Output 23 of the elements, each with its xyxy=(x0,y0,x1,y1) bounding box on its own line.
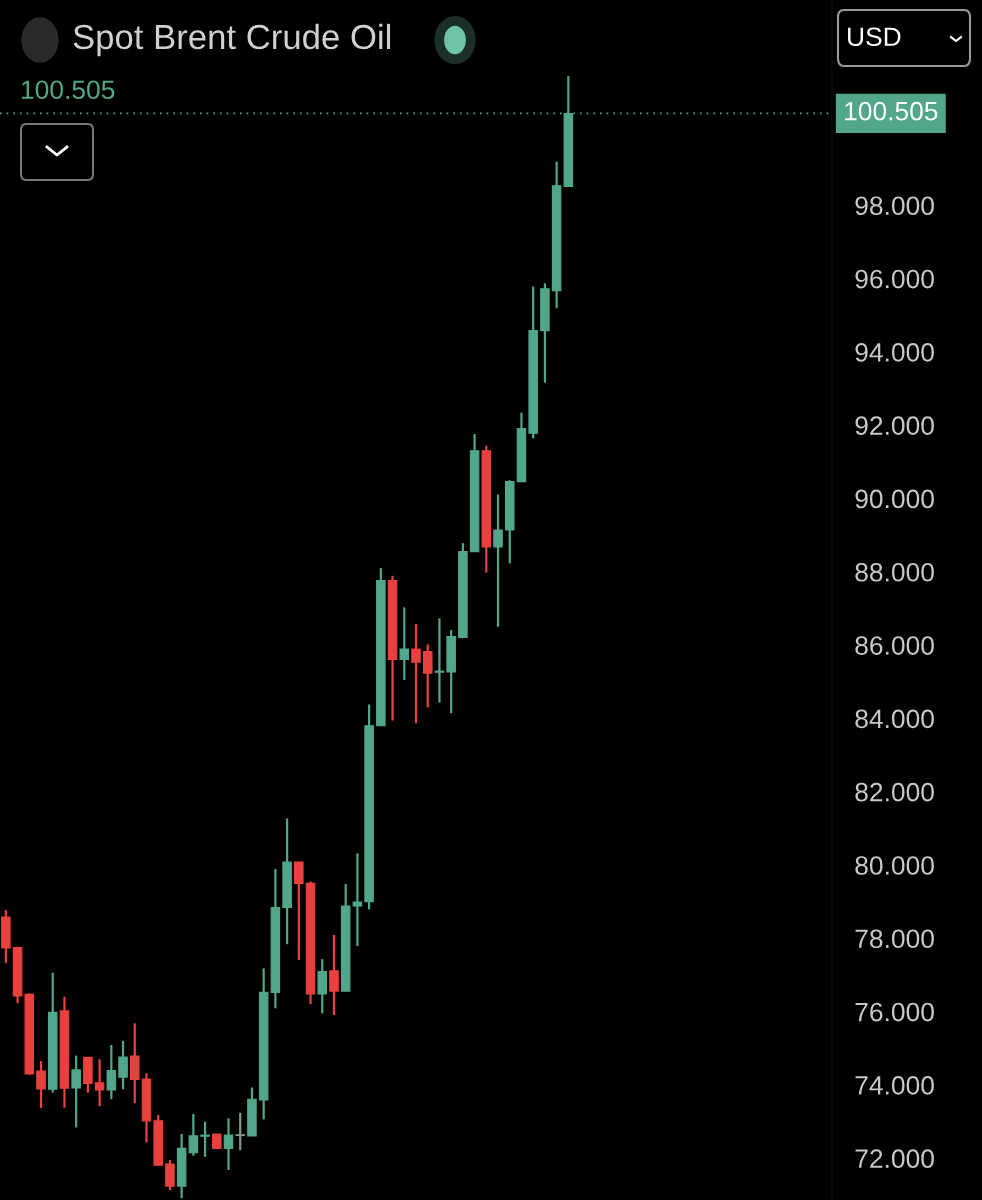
candlestick xyxy=(24,992,35,1076)
y-tick-label: 86.000 xyxy=(855,636,934,655)
y-tick-label: 72.000 xyxy=(855,1149,934,1169)
y-tick-label: 82.000 xyxy=(855,782,934,802)
text: USD xyxy=(848,27,901,47)
y-tick-label: 90.000 xyxy=(855,489,934,509)
y-tick-label: 96.000 xyxy=(855,269,934,289)
y-tick-label: 98.000 xyxy=(855,196,934,216)
y-tick-label: 74.000 xyxy=(855,1076,934,1095)
candlestick xyxy=(399,606,410,682)
candlestick xyxy=(200,1120,210,1158)
y-tick-label: 76.000 xyxy=(855,1002,934,1022)
text: Spot Brent Crude Oil xyxy=(73,23,391,57)
y-tick-label: 88.000 xyxy=(855,562,934,582)
annotation: 100.505 xyxy=(22,80,115,100)
y-tick-label: 78.000 xyxy=(855,929,934,949)
candlestick xyxy=(434,617,445,704)
ref-line-label: 100.505 xyxy=(845,101,938,121)
y-tick-label: 92.000 xyxy=(855,416,934,435)
y-tick-label: 80.000 xyxy=(855,856,934,875)
y-tick-label: 84.000 xyxy=(855,709,934,729)
y-tick-label: 94.000 xyxy=(855,343,934,362)
candlestick xyxy=(235,1111,245,1152)
